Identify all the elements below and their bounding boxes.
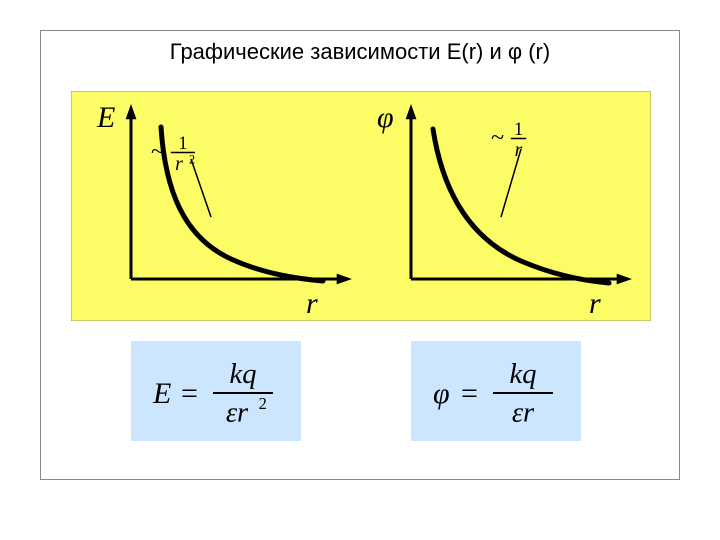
formula-E-svg: E = kq εr 2 [131, 341, 301, 441]
svg-text:kq: kq [230, 359, 257, 390]
svg-text:r: r [175, 153, 183, 175]
svg-text:~: ~ [491, 124, 504, 151]
formulas-row: E = kq εr 2 φ = kq εr [41, 341, 681, 461]
svg-text:E: E [96, 101, 115, 134]
charts-svg: Er~1r2φr~1r [71, 91, 651, 321]
svg-text:1: 1 [514, 119, 523, 140]
svg-text:kq: kq [510, 359, 537, 390]
svg-text:r: r [515, 139, 523, 161]
svg-text:r: r [306, 287, 318, 320]
svg-text:=: = [461, 377, 478, 410]
svg-text:=: = [181, 377, 198, 410]
svg-text:εr: εr [512, 398, 535, 429]
svg-text:r: r [589, 287, 601, 320]
svg-text:E: E [152, 377, 171, 410]
svg-text:εr: εr [226, 398, 249, 429]
page-title: Графические зависимости E(r) и φ (r) [41, 31, 679, 77]
formula-phi-svg: φ = kq εr [411, 341, 581, 441]
svg-text:φ: φ [433, 377, 450, 410]
svg-text:1: 1 [178, 133, 187, 154]
formula-box-E: E = kq εr 2 [131, 341, 301, 441]
svg-text:2: 2 [189, 153, 195, 167]
formula-box-phi: φ = kq εr [411, 341, 581, 441]
svg-text:2: 2 [259, 394, 267, 413]
svg-text:~: ~ [151, 138, 164, 165]
content-frame: Графические зависимости E(r) и φ (r) Er ~… [40, 30, 680, 480]
chart-area: Er~1r2φr~1r [71, 91, 651, 321]
svg-text:φ: φ [377, 101, 394, 134]
